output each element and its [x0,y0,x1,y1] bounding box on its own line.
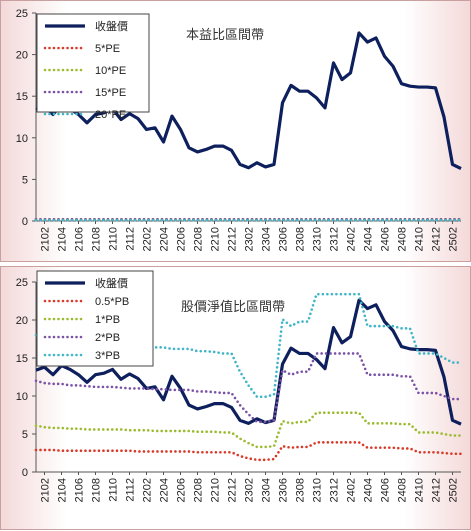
x-tick-label: 2104 [57,227,69,251]
legend-label-4: 3*PB [95,350,120,362]
x-tick-label: 2312 [329,478,341,502]
x-tick-label: 2310 [312,478,324,502]
chart-title: 股價淨值比區間帶 [181,299,285,314]
y-tick-label: 10 [16,391,28,403]
series-line-2 [34,411,463,449]
x-tick-label: 2304 [261,227,273,251]
x-tick-label: 2202 [142,478,154,502]
x-tick-label: 2106 [74,227,86,251]
x-tick-label: 2412 [431,227,443,251]
y-tick-label: 20 [16,50,28,62]
x-tick-label: 2208 [193,227,205,251]
pe-band-chart: 0 5 10 15 20 25 2102 2104 2106 2108 2110 2112 2202 22… [16,8,463,251]
x-tick-label: 2404 [363,227,375,251]
x-tick-label: 2302 [244,227,256,251]
x-tick-label: 2112 [125,478,137,502]
chart-title: 本益比區間帶 [186,27,264,42]
x-tick-label: 2502 [448,227,460,251]
x-tick-label: 2404 [363,478,375,502]
x-tick-label: 2206 [176,227,188,251]
legend-label-1: 5*PE [95,43,120,55]
y-tick-label: 0 [22,216,28,228]
y-tick-label: 5 [22,429,28,441]
legend-label-2: 10*PE [95,65,126,77]
legend-label-3: 2*PB [95,332,120,344]
series-line-3 [34,352,463,424]
legend-label-0: 收盤價 [95,19,128,33]
legend-box [36,270,154,367]
x-tick-label: 2212 [227,478,239,502]
x-tick-label: 2502 [448,478,460,502]
y-tick-label: 0 [22,467,28,479]
x-tick-label: 2410 [414,478,426,502]
x-tick-label: 2102 [40,478,52,502]
x-tick-label: 2312 [329,227,341,251]
legend-label-4: 20*PE [95,109,126,121]
y-tick-label: 25 [16,8,28,20]
x-tick-label: 2408 [397,478,409,502]
x-tick-label: 2106 [74,478,86,502]
legend-box [36,13,150,113]
x-tick-label: 2204 [159,478,171,502]
x-tick-label: 2306 [278,478,290,502]
y-tick-label: 15 [16,353,28,365]
x-tick-label: 2108 [91,227,103,251]
x-tick-label: 2208 [193,478,205,502]
pe-band-chart-panel: 0 5 10 15 20 25 2102 2104 2106 2108 2110 2112 2202 22… [0,0,471,262]
x-tick-label: 2308 [295,478,307,502]
x-tick-label: 2406 [380,227,392,251]
x-tick-label: 2204 [159,227,171,251]
y-tick-label: 15 [16,91,28,103]
y-tick-label: 20 [16,315,28,327]
x-tick-label: 2306 [278,227,290,251]
legend-label-0: 收盤價 [95,276,128,290]
y-tick-label: 10 [16,133,28,145]
x-tick-label: 2210 [210,227,222,251]
pb-band-chart-panel: 0 5 10 15 20 25 2102 2104 2106 2108 2110 2112 2202 22… [0,266,471,530]
x-tick-label: 2104 [57,478,69,502]
x-tick-label: 2110 [108,478,120,502]
x-tick-label: 2302 [244,478,256,502]
series-line-1 [34,441,463,462]
x-tick-label: 2102 [40,227,52,251]
y-tick-label: 25 [16,277,28,289]
x-tick-label: 2202 [142,227,154,251]
x-tick-label: 2110 [108,227,120,251]
x-tick-label: 2310 [312,227,324,251]
x-tick-label: 2112 [125,227,137,251]
x-tick-label: 2212 [227,227,239,251]
x-tick-label: 2402 [346,478,358,502]
x-tick-label: 2206 [176,478,188,502]
x-tick-label: 2402 [346,227,358,251]
x-tick-label: 2412 [431,478,443,502]
legend-label-2: 1*PB [95,314,120,326]
x-tick-label: 2210 [210,478,222,502]
series-line-0 [35,298,462,426]
x-tick-label: 2304 [261,478,273,502]
x-tick-label: 2108 [91,478,103,502]
pb-band-chart: 0 5 10 15 20 25 2102 2104 2106 2108 2110 2112 2202 22… [16,270,463,502]
y-tick-label: 5 [22,174,28,186]
x-tick-label: 2408 [397,227,409,251]
x-tick-label: 2410 [414,227,426,251]
legend-label-1: 0.5*PB [95,296,129,308]
x-tick-label: 2308 [295,227,307,251]
x-tick-label: 2406 [380,478,392,502]
legend-label-3: 15*PE [95,87,126,99]
